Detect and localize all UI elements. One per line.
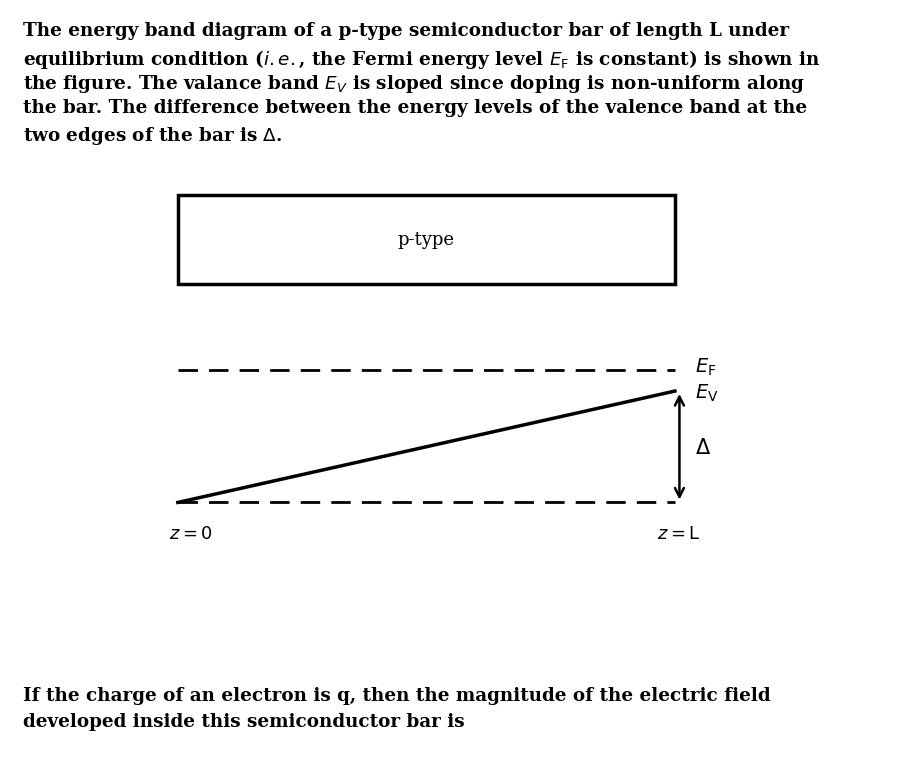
- Bar: [178, 195, 674, 284]
- Text: If the charge of an electron is q, then the magnitude of the electric field: If the charge of an electron is q, then …: [23, 687, 770, 705]
- Text: the figure. The valance band $\it{E}_V$ is sloped since doping is non-uniform al: the figure. The valance band $\it{E}_V$ …: [23, 73, 804, 95]
- Text: equilibrium condition ($\it{i.e.}$, the Fermi energy level $\it{E}_\mathrm{F}$ i: equilibrium condition ($\it{i.e.}$, the …: [23, 48, 820, 71]
- Text: $E_\mathrm{V}$: $E_\mathrm{V}$: [694, 382, 718, 404]
- Text: p-type: p-type: [397, 231, 455, 249]
- Text: $E_\mathrm{F}$: $E_\mathrm{F}$: [694, 357, 715, 379]
- Text: $\Delta$: $\Delta$: [694, 438, 711, 458]
- Text: The energy band diagram of a p-type semiconductor bar of length L under: The energy band diagram of a p-type semi…: [23, 22, 788, 40]
- Text: two edges of the bar is $\Delta$.: two edges of the bar is $\Delta$.: [23, 125, 281, 146]
- Text: $z = \mathrm{L}$: $z = \mathrm{L}$: [656, 524, 700, 543]
- Text: the bar. The difference between the energy levels of the valence band at the: the bar. The difference between the ener…: [23, 99, 806, 117]
- Text: developed inside this semiconductor bar is: developed inside this semiconductor bar …: [23, 713, 464, 731]
- Text: $z = 0$: $z = 0$: [169, 524, 212, 543]
